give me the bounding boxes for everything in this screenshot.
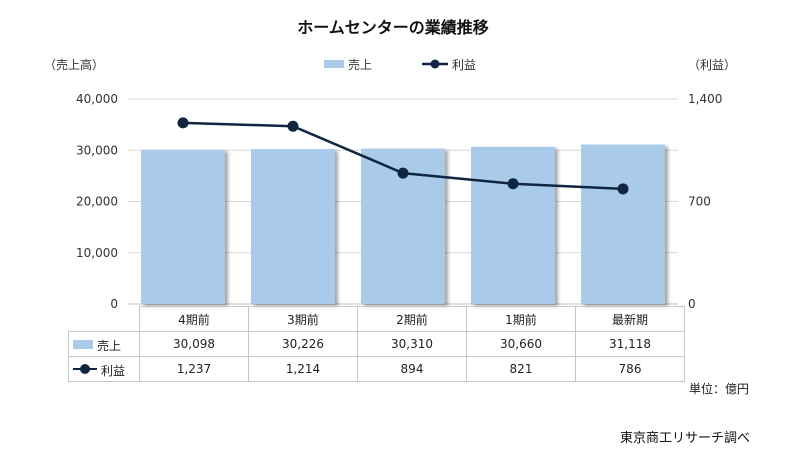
legend-sales-label: 売上 <box>348 58 373 72</box>
legend: 売上 利益 <box>0 56 786 72</box>
sales-bar <box>581 144 665 304</box>
table-header-cell: 4期前 <box>139 306 249 332</box>
table-header-cell: 3期前 <box>248 306 358 332</box>
left-tick-label: 20,000 <box>76 195 118 209</box>
right-axis-label: （利益） <box>688 58 737 72</box>
table-row-head-profit: 利益 <box>68 356 140 382</box>
profit-swatch-dot <box>80 364 90 374</box>
table-cell: 30,098 <box>139 331 249 357</box>
profit-point <box>177 117 189 129</box>
table-row-profit: 利益 1,237 1,214 894 821 786 <box>68 356 685 382</box>
table-header-row: 4期前 3期前 2期前 1期前 最新期 <box>68 306 685 332</box>
right-tick-label: 0 <box>688 297 696 311</box>
left-tick-label: 10,000 <box>76 246 118 260</box>
profit-point <box>507 178 519 190</box>
profit-point <box>397 167 409 179</box>
table-corner <box>68 306 140 332</box>
legend-profit-marker <box>422 59 448 69</box>
sales-bar <box>251 149 335 304</box>
right-tick-label: 700 <box>688 195 711 209</box>
table-cell: 821 <box>466 356 576 382</box>
left-tick-label: 40,000 <box>76 92 118 106</box>
source-note: 東京商工リサーチ調べ <box>619 431 750 446</box>
table-header-cell: 最新期 <box>575 306 685 332</box>
table-row-sales: 売上 30,098 30,226 30,310 30,660 31,118 <box>68 331 685 357</box>
table-cell: 1,237 <box>139 356 249 382</box>
sales-row-label: 売上 <box>97 339 122 353</box>
left-tick-label: 0 <box>110 297 118 311</box>
profit-point <box>287 120 299 132</box>
data-table: 4期前 3期前 2期前 1期前 最新期 売上 30,098 30,226 30,… <box>68 306 685 382</box>
sales-bar <box>141 149 225 304</box>
table-cell: 1,214 <box>248 356 358 382</box>
table-row-head-sales: 売上 <box>68 331 140 357</box>
unit-note: 単位：億円 <box>689 382 750 396</box>
chart-title: ホームセンターの業績推移 <box>297 18 489 37</box>
sales-bar <box>471 146 555 304</box>
table-cell: 31,118 <box>575 331 685 357</box>
table-cell: 30,660 <box>466 331 576 357</box>
right-tick-label: 1,400 <box>688 92 722 106</box>
legend-profit-label: 利益 <box>452 58 477 72</box>
right-axis-ticks: 0 700 1,400 <box>688 92 722 311</box>
left-tick-label: 30,000 <box>76 143 118 157</box>
bars <box>141 144 665 304</box>
left-axis-ticks: 0 10,000 20,000 30,000 40,000 <box>76 92 118 311</box>
left-axis-label: （売上高） <box>44 58 105 72</box>
table-header-cell: 1期前 <box>466 306 576 332</box>
table-cell: 30,226 <box>248 331 358 357</box>
table-cell: 786 <box>575 356 685 382</box>
table-cell: 894 <box>357 356 467 382</box>
profit-row-label: 利益 <box>101 364 126 378</box>
table-cell: 30,310 <box>357 331 467 357</box>
table-header-cell: 2期前 <box>357 306 467 332</box>
sales-swatch <box>73 340 93 349</box>
profit-point <box>617 183 629 195</box>
legend-sales-swatch <box>324 60 344 68</box>
profit-line <box>177 117 629 195</box>
